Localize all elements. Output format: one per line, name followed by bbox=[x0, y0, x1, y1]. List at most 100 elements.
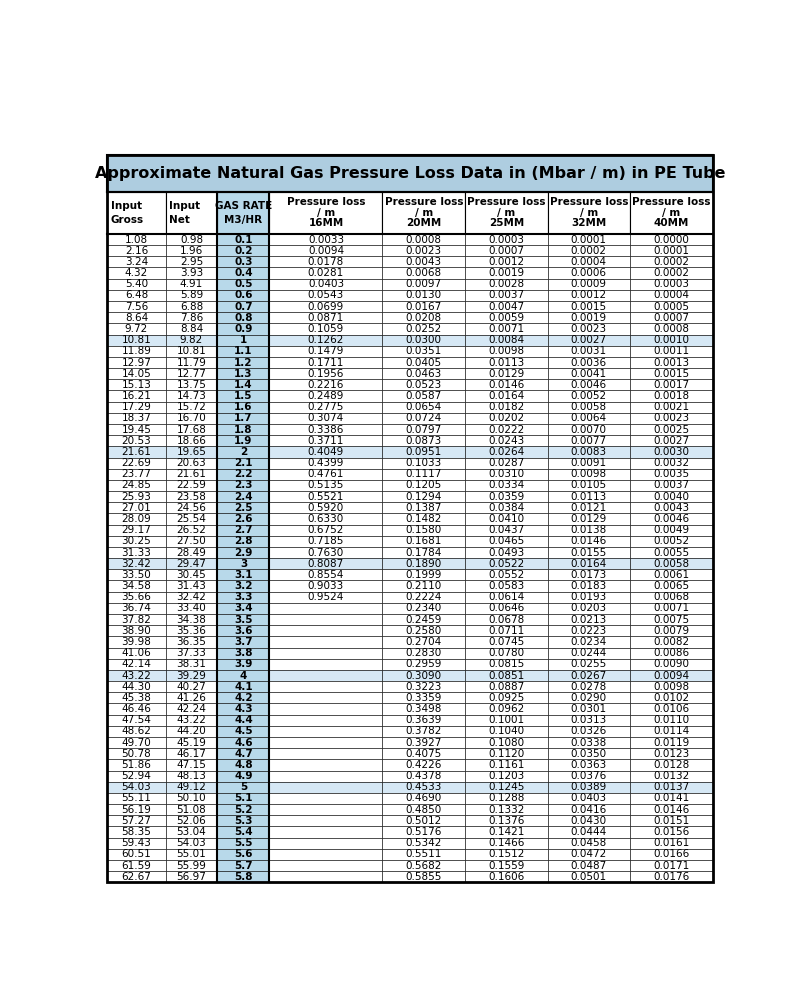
Text: 0.1203: 0.1203 bbox=[488, 771, 524, 781]
Bar bbox=[547, 547, 630, 558]
Text: 0.4075: 0.4075 bbox=[406, 749, 442, 759]
Text: 1.1: 1.1 bbox=[234, 346, 253, 356]
Bar bbox=[218, 849, 270, 860]
Text: 30.25: 30.25 bbox=[122, 536, 151, 546]
Text: 0.0033: 0.0033 bbox=[308, 235, 344, 245]
Text: 0.0017: 0.0017 bbox=[654, 380, 690, 390]
Bar bbox=[465, 547, 547, 558]
Text: 0.0046: 0.0046 bbox=[654, 514, 690, 524]
Text: 0.0522: 0.0522 bbox=[488, 559, 524, 569]
Bar bbox=[270, 681, 382, 692]
Bar bbox=[218, 759, 270, 771]
Bar bbox=[107, 614, 166, 625]
Text: 0.0002: 0.0002 bbox=[570, 246, 606, 256]
Bar bbox=[166, 681, 218, 692]
Bar bbox=[382, 793, 465, 804]
Text: 1.4: 1.4 bbox=[234, 380, 253, 390]
Text: 0.0699: 0.0699 bbox=[308, 302, 344, 312]
Text: 48.62: 48.62 bbox=[122, 726, 151, 736]
Text: 2.4: 2.4 bbox=[234, 492, 253, 502]
Text: 51.86: 51.86 bbox=[122, 760, 151, 770]
Bar bbox=[382, 301, 465, 312]
Bar bbox=[270, 525, 382, 536]
Bar bbox=[270, 312, 382, 323]
Bar bbox=[547, 435, 630, 446]
Text: 0.0501: 0.0501 bbox=[570, 872, 607, 882]
Bar bbox=[107, 849, 166, 860]
Bar bbox=[630, 860, 713, 871]
Text: 7.86: 7.86 bbox=[180, 313, 203, 323]
Bar bbox=[465, 592, 547, 603]
Text: 0.3639: 0.3639 bbox=[406, 715, 442, 725]
Bar bbox=[547, 323, 630, 335]
Bar bbox=[166, 614, 218, 625]
Bar bbox=[630, 659, 713, 670]
Text: 43.22: 43.22 bbox=[177, 715, 206, 725]
Text: 0.0003: 0.0003 bbox=[654, 279, 690, 289]
Text: 23.58: 23.58 bbox=[177, 492, 206, 502]
Bar bbox=[465, 648, 547, 659]
Bar bbox=[630, 547, 713, 558]
Text: 29.17: 29.17 bbox=[122, 525, 151, 535]
Text: 21.61: 21.61 bbox=[177, 469, 206, 479]
Text: 22.59: 22.59 bbox=[177, 480, 206, 490]
Text: 0.0075: 0.0075 bbox=[654, 615, 690, 625]
Bar bbox=[218, 267, 270, 279]
Text: 0.3074: 0.3074 bbox=[308, 413, 344, 423]
Text: 0.2340: 0.2340 bbox=[406, 603, 442, 613]
Bar bbox=[630, 346, 713, 357]
Bar bbox=[166, 413, 218, 424]
Bar bbox=[107, 256, 166, 267]
Bar bbox=[465, 860, 547, 871]
Bar bbox=[465, 346, 547, 357]
Bar bbox=[382, 648, 465, 659]
Text: 0.0027: 0.0027 bbox=[654, 436, 690, 446]
Bar bbox=[218, 335, 270, 346]
Bar bbox=[547, 368, 630, 379]
Text: Pressure loss: Pressure loss bbox=[550, 197, 628, 207]
Text: 0.0028: 0.0028 bbox=[488, 279, 524, 289]
Text: GAS RATE: GAS RATE bbox=[215, 201, 272, 211]
Bar bbox=[382, 435, 465, 446]
Bar bbox=[547, 513, 630, 525]
Bar bbox=[107, 771, 166, 782]
Bar bbox=[630, 390, 713, 402]
Bar bbox=[630, 402, 713, 413]
Text: 0.0032: 0.0032 bbox=[654, 458, 690, 468]
Bar bbox=[382, 312, 465, 323]
Text: 34.38: 34.38 bbox=[177, 615, 206, 625]
Text: 2.5: 2.5 bbox=[234, 503, 253, 513]
Text: 38.90: 38.90 bbox=[122, 626, 151, 636]
Text: 53.04: 53.04 bbox=[177, 827, 206, 837]
Bar bbox=[547, 379, 630, 390]
Bar bbox=[630, 357, 713, 368]
Bar bbox=[382, 737, 465, 748]
Text: 0.0047: 0.0047 bbox=[488, 302, 524, 312]
Bar bbox=[630, 502, 713, 513]
Text: 2.8: 2.8 bbox=[234, 536, 253, 546]
Text: 56.19: 56.19 bbox=[122, 805, 151, 815]
Bar bbox=[465, 435, 547, 446]
Text: 0.0654: 0.0654 bbox=[406, 402, 442, 412]
Text: 0.5135: 0.5135 bbox=[308, 480, 344, 490]
Text: 0.0403: 0.0403 bbox=[308, 279, 344, 289]
Bar bbox=[465, 771, 547, 782]
Text: Pressure loss: Pressure loss bbox=[467, 197, 546, 207]
Text: 4.91: 4.91 bbox=[180, 279, 203, 289]
Bar bbox=[218, 625, 270, 636]
Bar bbox=[630, 771, 713, 782]
Bar bbox=[547, 580, 630, 592]
Bar bbox=[630, 458, 713, 469]
Text: 0.3498: 0.3498 bbox=[406, 704, 442, 714]
Text: 0.0300: 0.0300 bbox=[406, 335, 442, 345]
Bar bbox=[107, 793, 166, 804]
Bar bbox=[218, 491, 270, 502]
Text: 5.6: 5.6 bbox=[234, 849, 253, 859]
Text: 27.50: 27.50 bbox=[177, 536, 206, 546]
Text: 0.5176: 0.5176 bbox=[406, 827, 442, 837]
Text: 3.8: 3.8 bbox=[234, 648, 253, 658]
Text: 0.0094: 0.0094 bbox=[308, 246, 344, 256]
Bar bbox=[166, 715, 218, 726]
Text: 37.82: 37.82 bbox=[122, 615, 151, 625]
Text: 0.0167: 0.0167 bbox=[406, 302, 442, 312]
